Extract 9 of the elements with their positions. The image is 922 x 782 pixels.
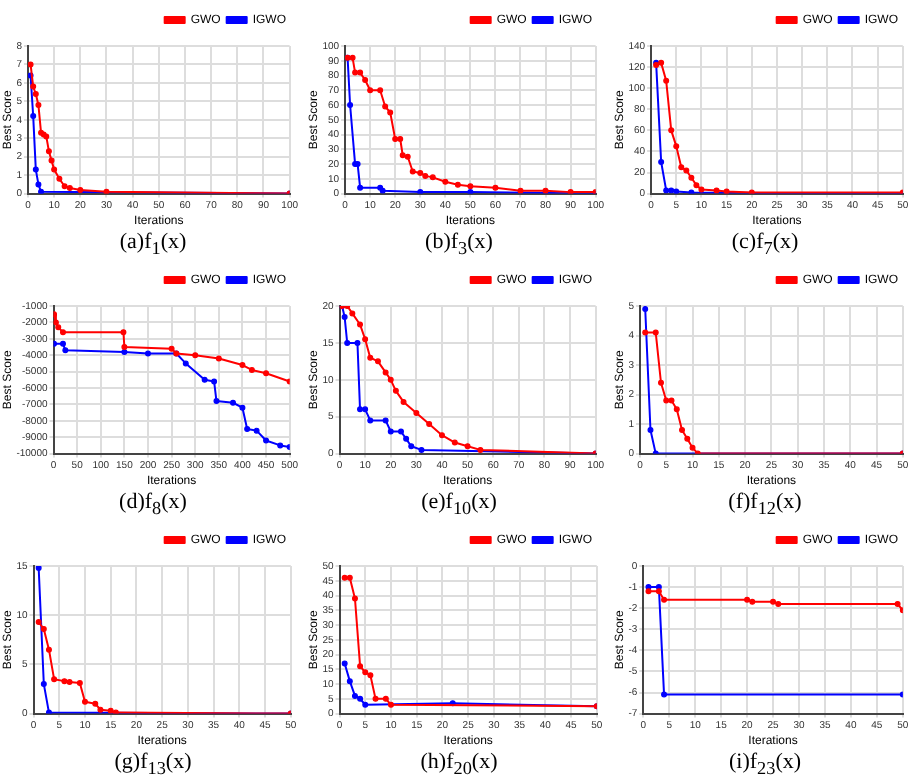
text: (f)f$_{12}$(x) bbox=[726, 488, 804, 519]
text: (d)f$_{8}$(x) bbox=[117, 488, 189, 519]
text: (c)f$_{7}$(x) bbox=[729, 228, 801, 259]
text: (a)f$_{1}$(x) bbox=[117, 228, 189, 259]
text: (b)f$_{3}$(x) bbox=[423, 228, 495, 259]
text: (i)f$_{23}$(x) bbox=[726, 748, 804, 779]
text: (e)f$_{10}$(x) bbox=[419, 488, 499, 519]
text: (h)f$_{20}$(x) bbox=[418, 748, 500, 779]
text: (g)f$_{13}$(x) bbox=[112, 748, 194, 779]
